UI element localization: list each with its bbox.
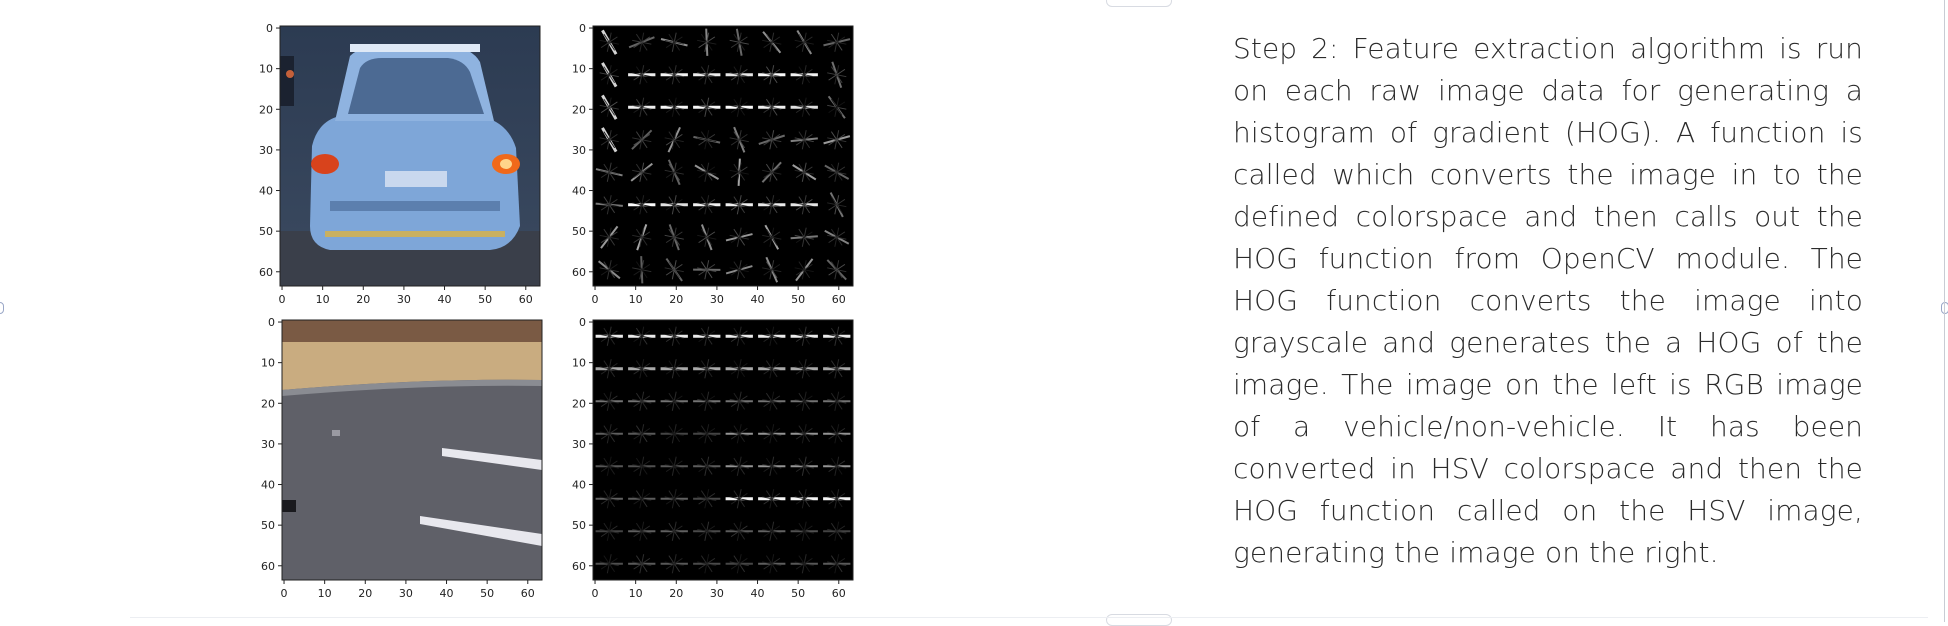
nonvehicle-hog-image (593, 320, 853, 580)
y-tick-label: 40 (572, 185, 586, 198)
vehicle-hog-panel: 0 10 20 30 40 50 60 0 10 20 30 40 50 60 (563, 14, 873, 314)
x-tick-label: 50 (480, 587, 494, 600)
y-tick-label: 40 (261, 479, 275, 492)
y-tick-label: 0 (266, 22, 273, 35)
y-tick-label: 60 (572, 266, 586, 279)
y-tick-label: 0 (268, 316, 275, 329)
y-tick-label: 20 (261, 397, 275, 410)
y-tick-label: 20 (259, 103, 273, 116)
y-tick-label: 10 (261, 357, 275, 370)
vehicle-hog-image (593, 26, 853, 286)
x-tick-label: 60 (832, 587, 846, 600)
slide-edge (1944, 0, 1945, 622)
slide-body-text[interactable]: Step 2: Feature extraction algorithm is … (1233, 28, 1863, 574)
y-tick-label: 30 (572, 438, 586, 451)
y-tick-label: 20 (572, 397, 586, 410)
slide-bottom-edge (130, 617, 1928, 618)
nonvehicle-rgb-panel: 0 10 20 30 40 50 60 0 10 20 30 40 50 60 (252, 308, 562, 608)
y-tick-label: 10 (259, 63, 273, 76)
nonvehicle-hog-panel: 0 10 20 30 40 50 60 0 10 20 30 40 50 60 (563, 308, 873, 608)
x-tick-label: 10 (629, 293, 643, 306)
y-tick-label: 10 (572, 63, 586, 76)
x-tick-label: 50 (791, 587, 805, 600)
car-rear-window (348, 58, 484, 114)
nonvehicle-hog-y-axis: 0 10 20 30 40 50 60 (572, 316, 593, 573)
x-tick-label: 50 (478, 293, 492, 306)
nonvehicle-rgb-y-axis: 0 10 20 30 40 50 60 (261, 316, 282, 573)
y-tick-label: 0 (579, 316, 586, 329)
vehicle-hog-y-axis: 0 10 20 30 40 50 60 (572, 22, 593, 279)
y-tick-label: 60 (259, 266, 273, 279)
x-tick-label: 0 (281, 587, 288, 600)
slide-resize-handle-left[interactable] (0, 302, 4, 314)
x-tick-label: 50 (791, 293, 805, 306)
y-tick-label: 40 (259, 185, 273, 198)
y-tick-label: 20 (572, 103, 586, 116)
x-tick-label: 10 (629, 587, 643, 600)
car-taillight-left (311, 154, 339, 174)
x-tick-label: 20 (356, 293, 370, 306)
y-tick-label: 30 (572, 144, 586, 157)
slide-resize-handle-bottom[interactable] (1106, 614, 1172, 626)
y-tick-label: 50 (572, 519, 586, 532)
nonvehicle-hog-x-axis: 0 10 20 30 40 50 60 (592, 580, 846, 600)
vehicle-hog-x-axis: 0 10 20 30 40 50 60 (592, 286, 846, 306)
y-tick-label: 40 (572, 479, 586, 492)
nonvehicle-rgb-x-axis: 0 10 20 30 40 50 60 (281, 580, 535, 600)
car-license-plate (385, 171, 447, 187)
x-tick-label: 10 (318, 587, 332, 600)
x-tick-label: 60 (521, 587, 535, 600)
x-tick-label: 30 (397, 293, 411, 306)
x-tick-label: 30 (710, 587, 724, 600)
y-tick-label: 60 (572, 560, 586, 573)
y-tick-label: 10 (572, 357, 586, 370)
vehicle-rgb-panel: 0 10 20 30 40 50 60 0 10 20 30 40 50 60 (250, 14, 560, 314)
x-tick-label: 0 (279, 293, 286, 306)
x-tick-label: 20 (669, 293, 683, 306)
x-tick-label: 40 (751, 293, 765, 306)
x-tick-label: 20 (358, 587, 372, 600)
x-tick-label: 40 (440, 587, 454, 600)
y-tick-label: 50 (261, 519, 275, 532)
x-tick-label: 0 (592, 293, 599, 306)
y-tick-label: 0 (579, 22, 586, 35)
vehicle-rgb-x-axis: 0 10 20 30 40 50 60 (279, 286, 533, 306)
vehicle-rgb-y-axis: 0 10 20 30 40 50 60 (259, 22, 280, 279)
x-tick-label: 60 (519, 293, 533, 306)
y-tick-label: 60 (261, 560, 275, 573)
y-tick-label: 30 (259, 144, 273, 157)
x-tick-label: 0 (592, 587, 599, 600)
y-tick-label: 30 (261, 438, 275, 451)
x-tick-label: 30 (710, 293, 724, 306)
x-tick-label: 60 (832, 293, 846, 306)
x-tick-label: 30 (399, 587, 413, 600)
y-tick-label: 50 (572, 225, 586, 238)
x-tick-label: 40 (751, 587, 765, 600)
x-tick-label: 40 (438, 293, 452, 306)
x-tick-label: 10 (316, 293, 330, 306)
y-tick-label: 50 (259, 225, 273, 238)
x-tick-label: 20 (669, 587, 683, 600)
slide-resize-handle-top[interactable] (1106, 0, 1172, 7)
